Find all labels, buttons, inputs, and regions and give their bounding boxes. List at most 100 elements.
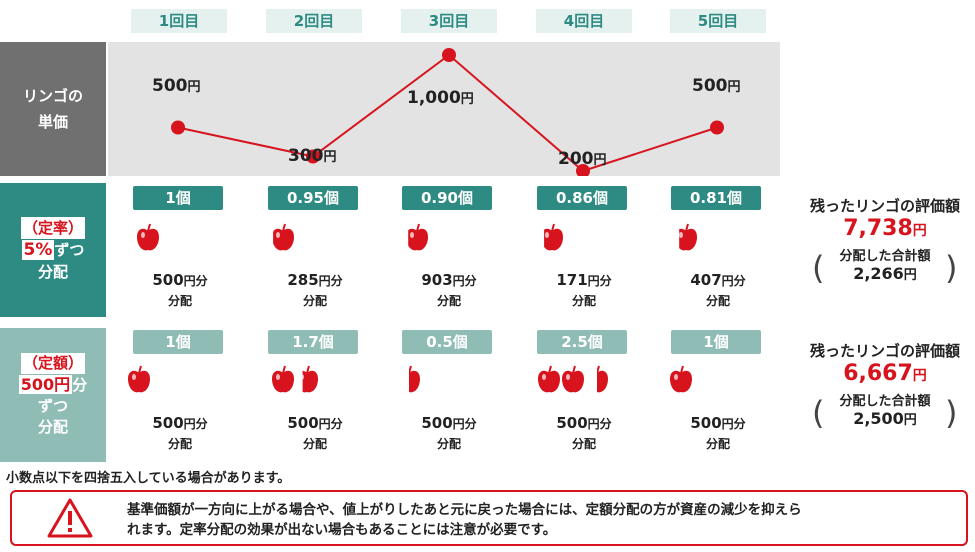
apple-icon (128, 365, 150, 393)
partial-apple-icon (273, 223, 294, 251)
fixed-amount-summary-sub-value: 2,500 (853, 409, 904, 428)
fixed-rate-summary-value: 7,738 (843, 216, 913, 241)
fixed-amount-apples-2 (272, 365, 318, 393)
rounding-note: 小数点以下を四捨五入している場合があります。 (6, 471, 291, 486)
fixed-amount-summary: 残ったリンゴの評価額 6,667円 分配した合計額 2,500円 (795, 340, 975, 428)
fixed-rate-amount-value-5: 407 (690, 271, 722, 289)
fixed-rate-badge-5: 0.81個 (671, 186, 761, 210)
fixed-rate-amount-unit-3: 円分 (452, 274, 477, 288)
fixed-rate-amount-3: 903円分 分配 (399, 270, 499, 311)
price-unit-3: 円 (460, 92, 474, 107)
fixed-amount-unit-4: 円分 (587, 417, 612, 431)
fixed-rate-row-label: （定率） 5% ずつ 分配 (0, 183, 106, 317)
fixed-amount-summary-unit: 円 (912, 368, 927, 384)
fixed-amount-summary-paren-right: ) (945, 394, 958, 432)
fixed-rate-badge-4: 0.86個 (537, 186, 627, 210)
price-point-4 (576, 164, 590, 176)
fixed-amount-row-label: （定額） 500円分 ずつ 分配 (0, 328, 106, 462)
price-value-1: 500 (152, 76, 188, 96)
fixed-amount-summary-sub-label: 分配した合計額 (839, 394, 931, 409)
price-point-2 (306, 149, 320, 164)
apple-icon (562, 365, 584, 393)
fixed-amount-summary-value: 6,667 (843, 361, 913, 386)
price-point-5 (710, 120, 724, 135)
price-line (177, 53, 718, 173)
fixed-amount-unit-3: 円分 (452, 417, 477, 431)
fixed-rate-summary-title: 残ったリンゴの評価額 (809, 197, 960, 215)
partial-apple-icon (408, 223, 428, 251)
price-unit-4: 円 (593, 153, 607, 168)
fixed-amount-value-3: 500 (421, 414, 453, 432)
fixed-amount-badge-3: 0.5個 (402, 330, 492, 354)
price-row-label-line2: 単価 (37, 113, 68, 131)
column-header-2: 2回目 (266, 9, 362, 33)
fixed-rate-label-line3: 分配 (37, 263, 68, 281)
fixed-amount-label-highlight: 500円 (18, 374, 73, 394)
fixed-amount-label-line4: 分配 (37, 417, 68, 436)
warning-box: 基準価額が一方向に上がる場合や、値上がりしたあと元に戻った場合には、定額分配の方… (10, 490, 968, 546)
fixed-rate-amount-unit-1: 円分 (183, 274, 208, 288)
apple-icon (670, 365, 692, 393)
fixed-amount-line2-3: 分配 (436, 437, 461, 451)
fixed-amount-line2-1: 分配 (167, 437, 192, 451)
price-unit-1: 円 (187, 80, 201, 95)
fixed-rate-amount-unit-2: 円分 (318, 274, 343, 288)
fixed-rate-summary-sub-value: 2,266 (853, 264, 904, 283)
fixed-amount-amount-1: 500円分 分配 (130, 413, 230, 454)
fixed-rate-summary-paren-right: ) (945, 249, 958, 287)
fixed-rate-amount-unit-5: 円分 (721, 274, 746, 288)
fixed-amount-badge-5: 1個 (671, 330, 761, 354)
fixed-amount-badge-4: 2.5個 (537, 330, 627, 354)
fixed-rate-amount-line2-1: 分配 (167, 294, 192, 308)
price-label-4: 200円 (558, 149, 607, 169)
price-value-2: 300 (288, 146, 324, 166)
fixed-amount-summary-sub-unit: 円 (903, 413, 917, 428)
fixed-amount-amount-4: 500円分 分配 (534, 413, 634, 454)
fixed-amount-value-1: 500 (152, 414, 184, 432)
fixed-amount-apples-3 (409, 365, 420, 393)
price-chart-area (108, 42, 780, 176)
apple-icon (272, 365, 294, 393)
fixed-rate-amount-line2-2: 分配 (302, 294, 327, 308)
fixed-rate-summary-unit: 円 (912, 223, 927, 239)
fixed-rate-amount-value-4: 171 (556, 271, 588, 289)
column-header-4: 4回目 (536, 9, 632, 33)
fixed-amount-summary-paren-left: ( (812, 394, 825, 432)
fixed-rate-amount-value-1: 500 (152, 271, 184, 289)
fixed-rate-apples-2 (273, 223, 294, 251)
fixed-rate-amount-value-2: 285 (287, 271, 319, 289)
partial-apple-icon (597, 365, 608, 393)
fixed-amount-unit-1: 円分 (183, 417, 208, 431)
fixed-rate-summary-sub-label: 分配した合計額 (839, 249, 931, 264)
warning-triangle-icon (47, 498, 93, 538)
price-unit-2: 円 (323, 150, 337, 165)
fixed-amount-badge-2: 1.7個 (268, 330, 358, 354)
fixed-amount-amount-2: 500円分 分配 (265, 413, 365, 454)
fixed-rate-badge-2: 0.95個 (268, 186, 358, 210)
price-label-5: 500円 (692, 76, 741, 96)
price-value-4: 200 (558, 149, 594, 169)
fixed-amount-label-line3: ずつ (37, 396, 68, 415)
fixed-amount-line2-2: 分配 (302, 437, 327, 451)
fixed-rate-apples-5 (679, 223, 697, 251)
fixed-rate-badge-3: 0.90個 (402, 186, 492, 210)
fixed-rate-apples-4 (544, 223, 563, 251)
fixed-rate-summary-sub-unit: 円 (903, 268, 917, 283)
fixed-rate-label-highlight: 5% (21, 240, 55, 260)
fixed-amount-line2-4: 分配 (571, 437, 596, 451)
fixed-amount-badge-1: 1個 (133, 330, 223, 354)
fixed-rate-apples-1 (137, 223, 159, 251)
fixed-rate-amount-1: 500円分 分配 (130, 270, 230, 311)
price-value-3: 1,000 (407, 88, 461, 108)
column-header-3: 3回目 (401, 9, 497, 33)
fixed-amount-apples-4 (538, 365, 608, 393)
fixed-amount-label-rest: 分 (72, 375, 88, 394)
fixed-amount-amount-3: 500円分 分配 (399, 413, 499, 454)
fixed-rate-amount-4: 171円分 分配 (534, 270, 634, 311)
fixed-amount-label-paren: （定額） (20, 352, 85, 374)
price-unit-5: 円 (727, 80, 741, 95)
price-label-2: 300円 (288, 146, 337, 166)
fixed-rate-apples-3 (408, 223, 428, 251)
fixed-rate-summary-paren-left: ( (812, 249, 825, 287)
fixed-rate-label-paren: （定率） (20, 217, 85, 239)
